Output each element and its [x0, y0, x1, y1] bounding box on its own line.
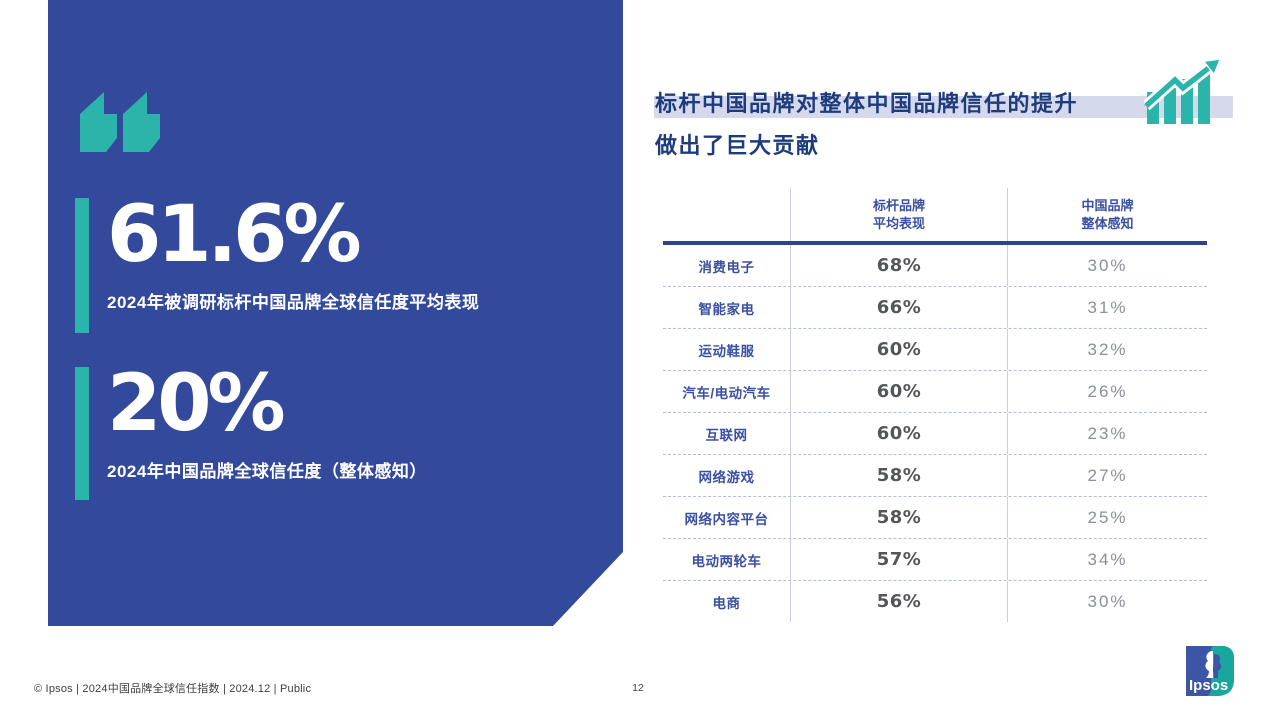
ipsos-logo: Ipsos	[1186, 646, 1234, 696]
row-label: 电商	[712, 595, 741, 611]
header-text: 整体感知	[1081, 215, 1134, 231]
overall-value: 32%	[1087, 339, 1128, 359]
quote-panel: 61.6% 2024年被调研标杆中国品牌全球信任度平均表现 20% 2024年中…	[48, 0, 623, 626]
row-label: 互联网	[705, 427, 748, 443]
table-row: 网络游戏 58% 27%	[663, 454, 1207, 496]
stat-caption: 2024年中国品牌全球信任度（整体感知）	[107, 461, 427, 481]
row-label: 网络内容平台	[684, 511, 769, 527]
table-row: 运动鞋服 60% 32%	[663, 328, 1207, 370]
benchmark-value: 60%	[790, 329, 1008, 370]
benchmark-value: 68%	[790, 245, 1008, 286]
title-highlight-band	[654, 96, 1233, 118]
stat-value: 61.6%	[107, 190, 362, 280]
benchmark-value: 60%	[790, 413, 1008, 454]
header-chinese-brands-overall: 中国品牌 整体感知	[1008, 188, 1207, 241]
overall-value: 30%	[1087, 591, 1128, 611]
overall-value: 27%	[1087, 465, 1128, 485]
quote-icon	[80, 92, 160, 152]
header-empty	[663, 188, 790, 241]
table-row: 汽车/电动汽车 60% 26%	[663, 370, 1207, 412]
footer-copyright: © Ipsos | 2024中国品牌全球信任指数 | 2024.12 | Pub…	[34, 683, 312, 695]
page-number: 12	[632, 682, 644, 694]
page-title-line1: 标杆中国品牌对整体中国品牌信任的提升	[655, 91, 1079, 116]
header-benchmark-brands: 标杆品牌 平均表现	[790, 188, 1008, 241]
trust-table: 标杆品牌 平均表现 中国品牌 整体感知 消费电子 68% 30% 智能家电 66…	[663, 188, 1207, 622]
benchmark-value: 60%	[790, 371, 1008, 412]
header-text: 中国品牌	[1081, 197, 1134, 213]
overall-value: 23%	[1087, 423, 1128, 443]
table-row: 互联网 60% 23%	[663, 412, 1207, 454]
stat-overall-trust: 20% 2024年中国品牌全球信任度（整体感知）	[75, 359, 427, 500]
benchmark-value: 56%	[790, 581, 1008, 622]
row-label: 电动两轮车	[691, 553, 762, 569]
ipsos-logo-text: Ipsos	[1189, 677, 1228, 694]
table-row: 电动两轮车 57% 34%	[663, 538, 1207, 580]
table-row: 网络内容平台 58% 25%	[663, 496, 1207, 538]
benchmark-value: 66%	[790, 287, 1008, 328]
row-label: 消费电子	[698, 259, 755, 275]
stat-value: 20%	[107, 359, 286, 449]
table-row: 电商 56% 30%	[663, 580, 1207, 622]
table-header-row: 标杆品牌 平均表现 中国品牌 整体感知	[663, 188, 1207, 245]
trend-up-chart-icon	[1144, 58, 1222, 124]
page-title-line2: 做出了巨大贡献	[655, 133, 820, 158]
overall-value: 30%	[1087, 255, 1128, 275]
header-text: 标杆品牌	[872, 197, 925, 213]
overall-value: 25%	[1087, 507, 1128, 527]
table-row: 智能家电 66% 31%	[663, 286, 1207, 328]
benchmark-value: 58%	[790, 455, 1008, 496]
row-label: 网络游戏	[698, 469, 755, 485]
row-label: 智能家电	[698, 301, 755, 317]
table-row: 消费电子 68% 30%	[663, 245, 1207, 286]
row-label: 运动鞋服	[698, 343, 755, 359]
overall-value: 31%	[1087, 297, 1128, 317]
benchmark-value: 58%	[790, 497, 1008, 538]
row-label: 汽车/电动汽车	[682, 385, 771, 401]
overall-value: 26%	[1087, 381, 1128, 401]
stat-caption: 2024年被调研标杆中国品牌全球信任度平均表现	[107, 292, 480, 312]
stat-benchmark-trust: 61.6% 2024年被调研标杆中国品牌全球信任度平均表现	[75, 190, 480, 333]
header-text: 平均表现	[872, 215, 925, 231]
benchmark-value: 57%	[790, 539, 1008, 580]
overall-value: 34%	[1087, 549, 1128, 569]
